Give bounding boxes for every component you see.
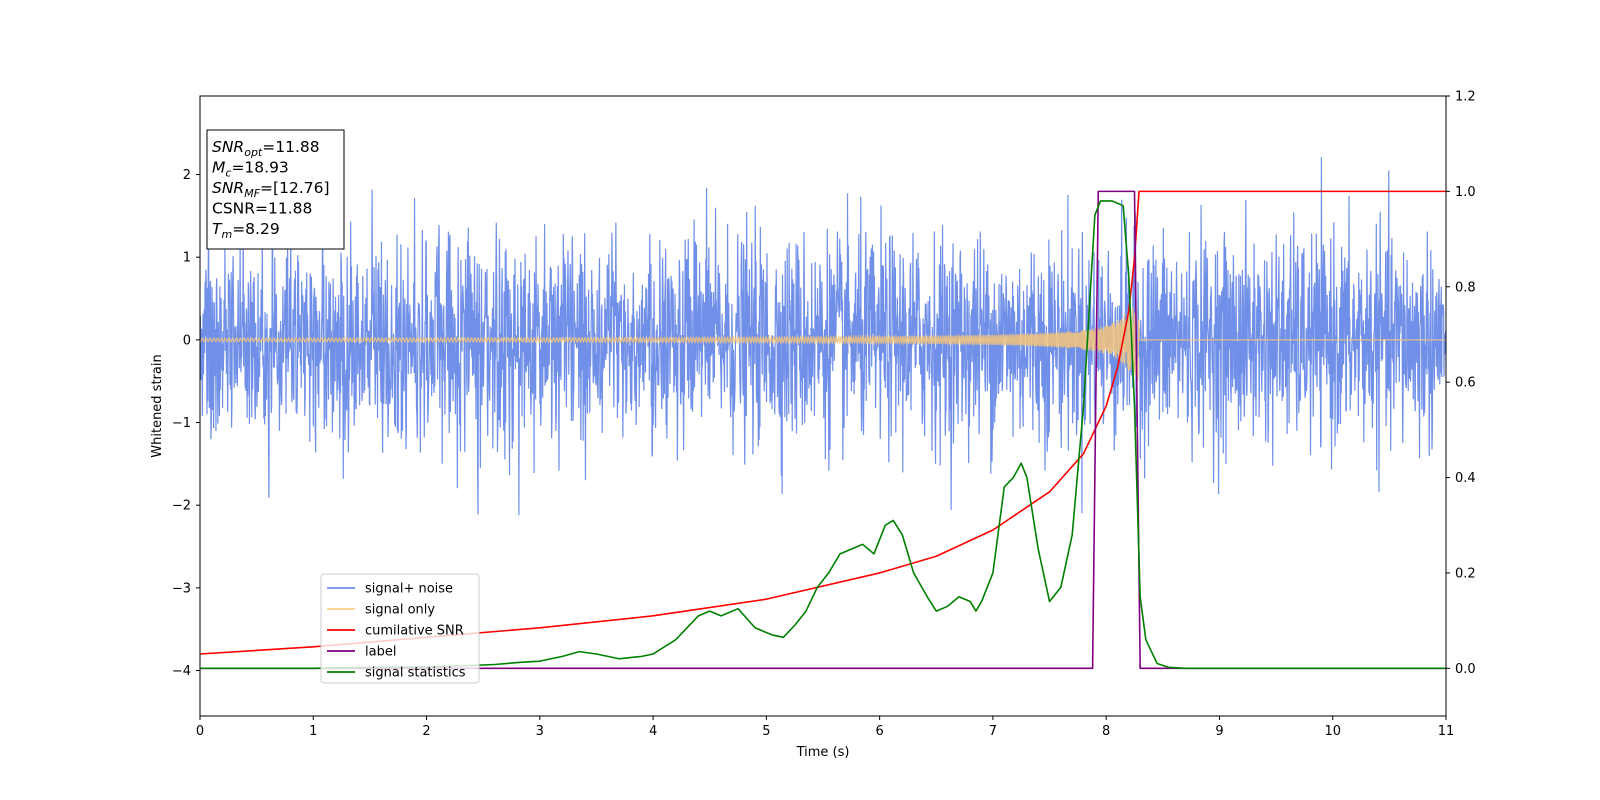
y-right-tick-label: 0.4	[1455, 471, 1476, 486]
x-axis-label: Time (s)	[796, 745, 850, 760]
annotation-symbol: M	[212, 159, 225, 177]
x-tick-label: 7	[989, 724, 997, 739]
series-signal-only	[200, 303, 1446, 382]
annotation-value: =[12.76]	[260, 179, 329, 197]
y-tick-label: −3	[172, 581, 191, 596]
y-axis-label: Whitened strain	[150, 354, 165, 457]
legend: signal+ noise signal only cumilative SNR la…	[320, 573, 480, 684]
annotation-symbol: T	[212, 220, 223, 238]
y-tick-label: −2	[172, 499, 191, 514]
y-right-tick-label: 0.8	[1455, 280, 1476, 295]
y-tick-label: 2	[183, 168, 191, 183]
annotation-subscript: opt	[244, 146, 263, 159]
annotation-subscript: m	[221, 228, 232, 241]
annotation-value: =11.88	[255, 200, 312, 218]
annotation-value: =18.93	[231, 159, 288, 177]
annotation-line: SNRMF=[12.76]	[212, 179, 330, 200]
y-right-tick-label: 0.2	[1455, 566, 1476, 581]
parameters-annotation: SNRopt=11.88Mc=18.93SNRMF=[12.76]CSNR=11…	[206, 129, 345, 250]
annotation-value: =8.29	[232, 220, 280, 238]
annotation-line: SNRopt=11.88	[212, 138, 320, 159]
x-tick-label: 5	[762, 724, 770, 739]
legend-label: signal statistics	[365, 666, 466, 681]
y-tick-label: −1	[172, 416, 191, 431]
annotation-subscript: MF	[244, 187, 260, 200]
y-right-tick-label: 1.2	[1455, 90, 1476, 105]
annotation-symbol: CSNR	[212, 200, 255, 218]
x-tick-label: 11	[1438, 724, 1455, 739]
annotation-subscript: c	[225, 167, 231, 180]
legend-label: label	[365, 645, 396, 660]
x-tick-label: 6	[875, 724, 883, 739]
annotation-value: =11.88	[262, 138, 319, 156]
series-layer	[200, 157, 1446, 670]
x-tick-label: 9	[1215, 724, 1223, 739]
y-right-tick-label: 1.0	[1455, 185, 1476, 200]
y-axis-right-ticks: 0.0 0.2 0.4 0.6 0.8 1.0 1.2	[1446, 90, 1476, 677]
y-right-tick-label: 0.0	[1455, 662, 1476, 677]
x-tick-label: 10	[1324, 724, 1341, 739]
legend-label: cumilative SNR	[365, 624, 464, 639]
x-tick-label: 2	[422, 724, 430, 739]
series-cumilative-snr	[200, 190, 1446, 655]
y-tick-label: −4	[172, 664, 191, 679]
x-tick-label: 3	[536, 724, 544, 739]
series-signal-plus-noise	[200, 157, 1446, 516]
annotation-line: CSNR=11.88	[212, 200, 312, 218]
legend-label: signal+ noise	[365, 582, 453, 597]
x-axis-ticks: 0 1 2 3 4 5 6 7 8 9 10 11	[196, 716, 1454, 739]
x-tick-label: 1	[309, 724, 317, 739]
x-tick-label: 4	[649, 724, 657, 739]
series-signal-statistics	[200, 200, 1446, 670]
annotation-symbol: SNR	[212, 179, 244, 197]
annotation-line: Tm=8.29	[212, 220, 280, 241]
plot-frame	[199, 95, 1447, 717]
annotation-symbol: SNR	[212, 138, 244, 156]
y-tick-label: 1	[183, 251, 191, 266]
annotation-line: Mc=18.93	[212, 159, 289, 180]
y-right-tick-label: 0.6	[1455, 376, 1476, 391]
y-tick-label: 0	[183, 333, 191, 348]
legend-label: signal only	[365, 603, 435, 618]
y-axis-left-ticks: −4 −3 −2 −1 0 1 2	[172, 168, 200, 679]
x-tick-label: 0	[196, 724, 204, 739]
x-tick-label: 8	[1102, 724, 1110, 739]
